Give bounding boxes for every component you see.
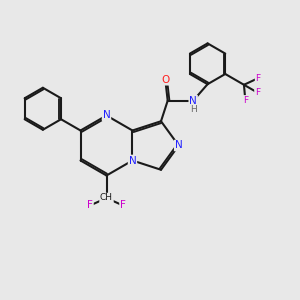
Text: O: O [161, 75, 170, 85]
Text: N: N [175, 140, 182, 151]
Text: H: H [190, 105, 196, 114]
Text: N: N [103, 110, 110, 121]
Text: F: F [87, 200, 93, 211]
Text: N: N [129, 155, 136, 166]
Text: CH: CH [100, 194, 113, 202]
Text: F: F [256, 74, 261, 83]
Text: F: F [255, 88, 260, 97]
Text: F: F [243, 96, 248, 105]
Text: F: F [120, 200, 126, 211]
Text: N: N [189, 96, 197, 106]
